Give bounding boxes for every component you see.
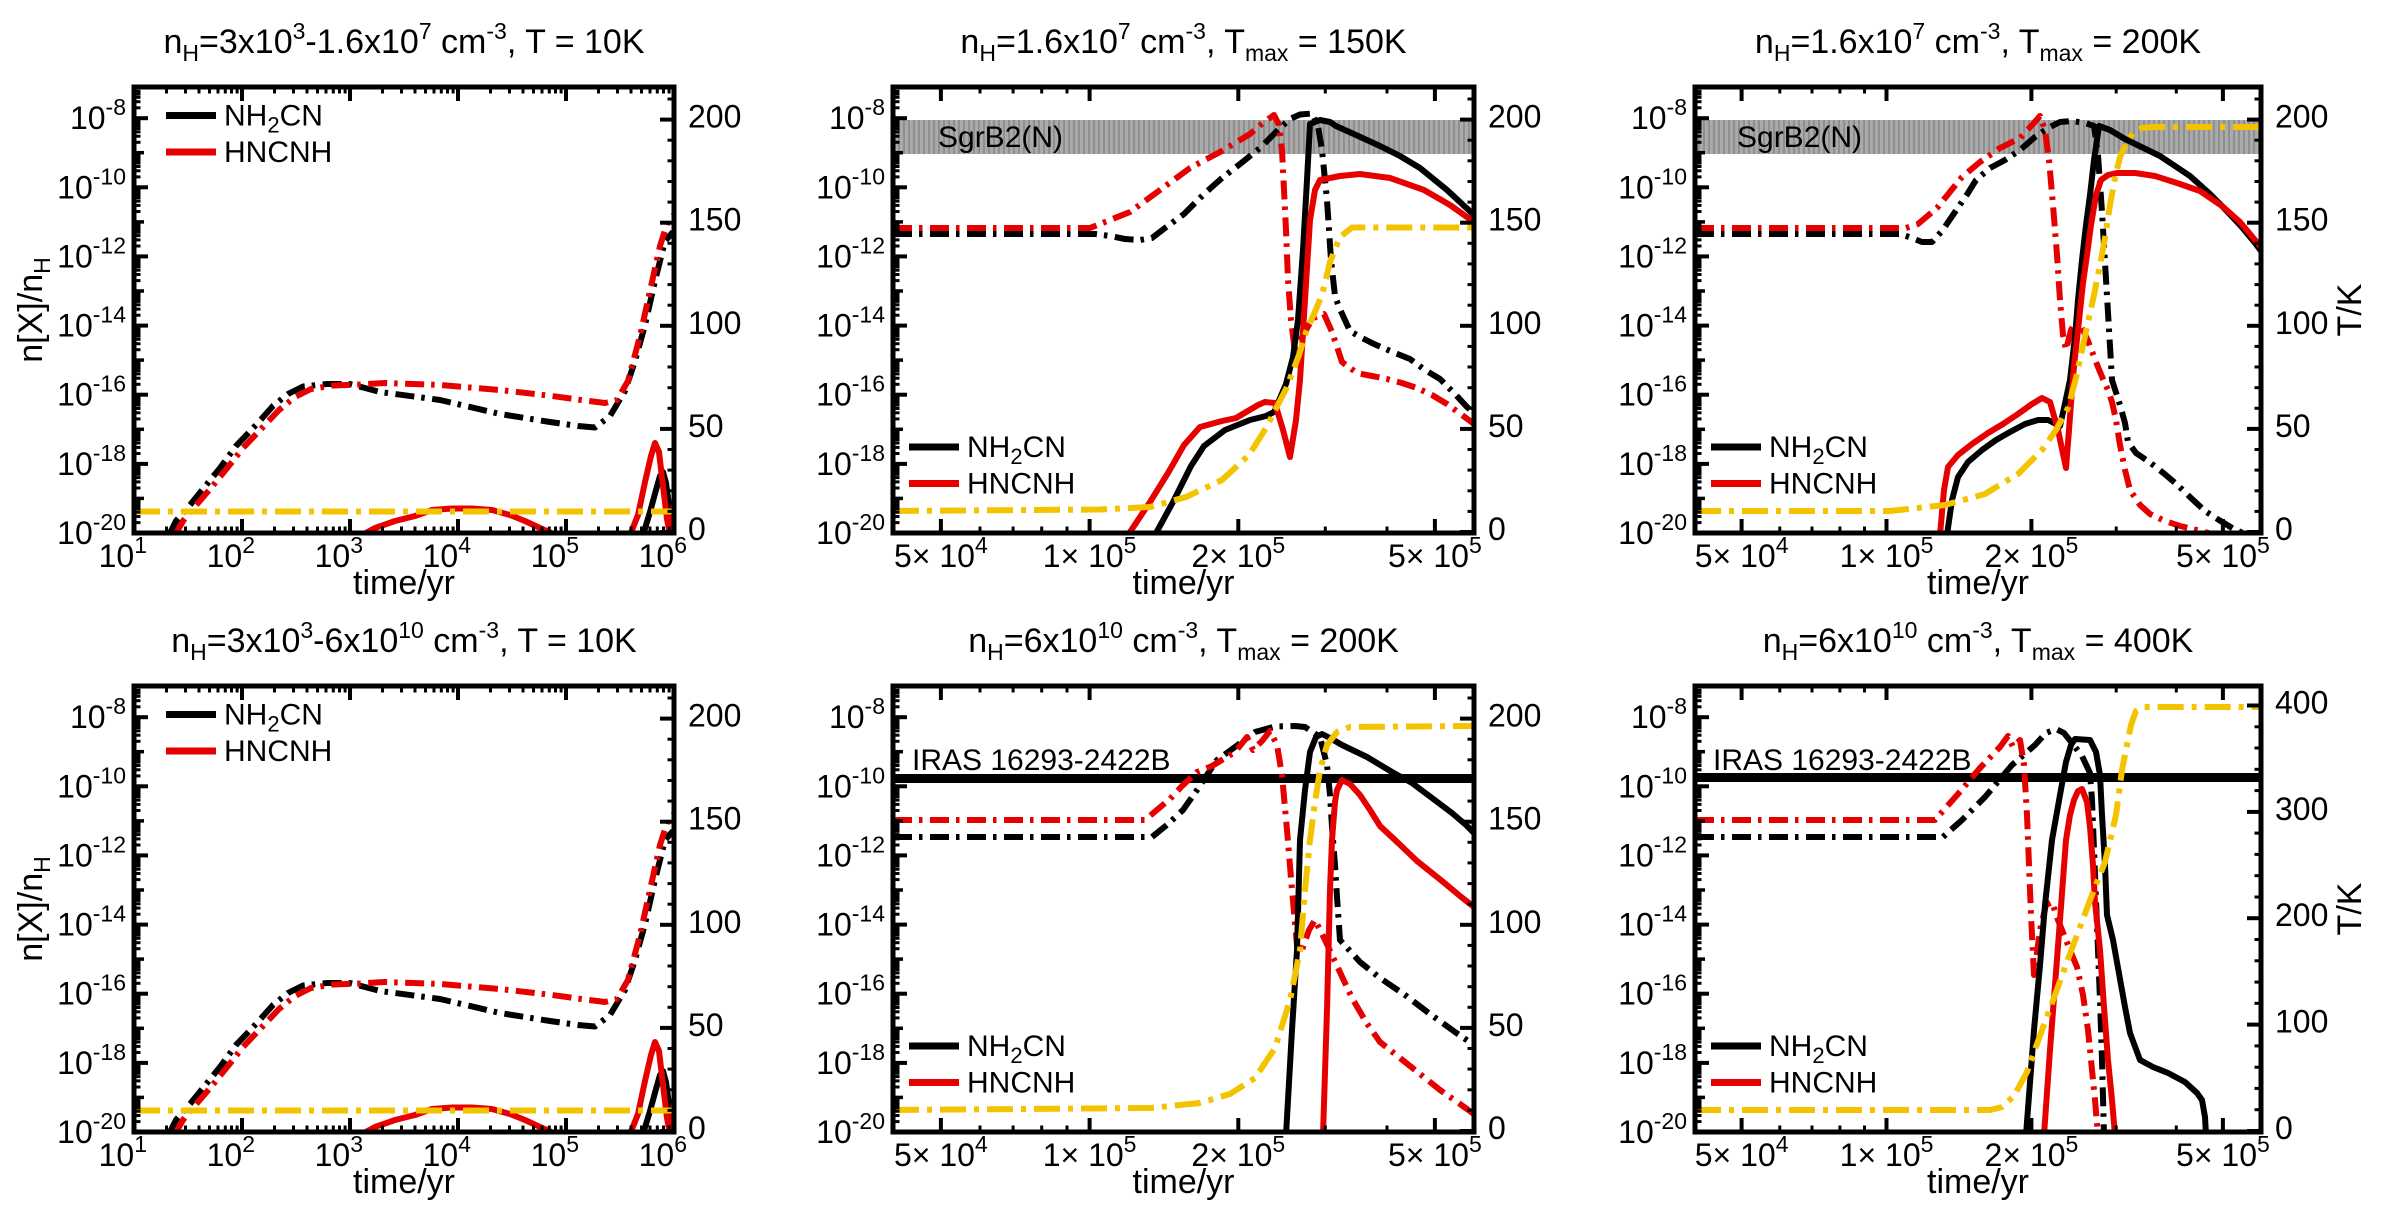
svg-text:5× 105: 5× 105 [2176,532,2270,574]
svg-text:0: 0 [1488,511,1506,547]
svg-text:nH​=1.6x107​ cm-3​, Tmax​ = 15: nH​=1.6x107​ cm-3​, Tmax​ = 150K [960,18,1407,66]
svg-text:n[X]/nH: n[X]/nH [12,856,55,961]
svg-text:nH​=1.6x107​ cm-3​, Tmax​ = 20: nH​=1.6x107​ cm-3​, Tmax​ = 200K [1755,18,2202,66]
svg-text:SgrB2(N): SgrB2(N) [1737,121,1862,154]
svg-text:150: 150 [1488,202,1541,238]
svg-text:1× 105: 1× 105 [1043,1131,1137,1173]
svg-text:5× 104: 5× 104 [894,1131,988,1173]
svg-text:HNCNH: HNCNH [224,136,332,169]
svg-text:5× 104: 5× 104 [1695,532,1789,574]
svg-text:100: 100 [2275,1004,2328,1040]
svg-text:10-12: 10-12 [57,232,126,274]
svg-text:5× 104: 5× 104 [894,532,988,574]
svg-text:0: 0 [2275,1110,2293,1146]
svg-text:2× 105: 2× 105 [1191,532,1285,574]
svg-text:150: 150 [688,202,741,238]
svg-text:time/yr: time/yr [1927,1163,2029,1200]
svg-text:300: 300 [2275,791,2328,827]
svg-text:n[X]/nH: n[X]/nH [12,257,55,362]
svg-text:0: 0 [2275,511,2293,547]
svg-text:150: 150 [688,801,741,837]
svg-text:2× 105: 2× 105 [1985,532,2079,574]
svg-text:200: 200 [1488,698,1541,734]
svg-text:1× 105: 1× 105 [1043,532,1137,574]
svg-text:100: 100 [1488,904,1541,940]
svg-text:2× 105: 2× 105 [1191,1131,1285,1173]
svg-text:HNCNH: HNCNH [1769,1067,1877,1100]
svg-text:10-20: 10-20 [57,509,126,551]
svg-text:T/K: T/K [2331,882,2369,935]
svg-text:50: 50 [1488,1007,1524,1043]
svg-text:NH2CN: NH2CN [224,699,323,737]
svg-text:nH​=3x103​-1.6x107​ cm-3​, T =: nH​=3x103​-1.6x107​ cm-3​, T = 10K [163,18,644,66]
svg-text:HNCNH: HNCNH [967,1067,1075,1100]
svg-text:IRAS 16293-2422B: IRAS 16293-2422B [1713,744,1972,777]
svg-text:time/yr: time/yr [353,564,455,602]
svg-text:2× 105: 2× 105 [1985,1131,2079,1173]
svg-text:0: 0 [688,511,706,547]
svg-text:50: 50 [688,1007,724,1043]
svg-text:1× 105: 1× 105 [1840,532,1934,574]
svg-text:200: 200 [2275,897,2328,933]
svg-text:200: 200 [688,99,741,135]
svg-text:5× 104: 5× 104 [1695,1131,1789,1173]
svg-text:100: 100 [2275,305,2328,341]
svg-text:time/yr: time/yr [353,1163,455,1200]
svg-text:HNCNH: HNCNH [967,468,1075,501]
svg-text:50: 50 [688,408,724,444]
svg-text:100: 100 [688,904,741,940]
svg-text:50: 50 [2275,408,2311,444]
svg-text:5× 105: 5× 105 [1388,532,1482,574]
svg-text:10-20: 10-20 [1618,1108,1687,1150]
svg-text:50: 50 [1488,408,1524,444]
svg-text:200: 200 [2275,99,2328,135]
svg-text:100: 100 [1488,305,1541,341]
svg-text:10-8: 10-8 [829,94,885,136]
svg-text:0: 0 [1488,1110,1506,1146]
svg-text:0: 0 [688,1110,706,1146]
svg-text:HNCNH: HNCNH [1769,468,1877,501]
svg-text:1× 105: 1× 105 [1840,1131,1934,1173]
svg-text:IRAS 16293-2422B: IRAS 16293-2422B [912,744,1171,777]
svg-text:10-10: 10-10 [816,762,885,804]
svg-text:time/yr: time/yr [1927,564,2029,602]
svg-text:150: 150 [2275,202,2328,238]
svg-text:5× 105: 5× 105 [1388,1131,1482,1173]
svg-text:200: 200 [688,698,741,734]
svg-text:150: 150 [1488,801,1541,837]
svg-text:10-14: 10-14 [1618,901,1687,943]
svg-text:100: 100 [688,305,741,341]
svg-text:200: 200 [1488,99,1541,135]
svg-text:101: 101 [99,1131,147,1173]
svg-text:T/K: T/K [2331,283,2369,336]
svg-text:102: 102 [207,1131,255,1173]
svg-text:5× 105: 5× 105 [2176,1131,2270,1173]
svg-text:10-10: 10-10 [1618,163,1687,205]
svg-text:SgrB2(N): SgrB2(N) [938,121,1063,154]
svg-text:time/yr: time/yr [1133,1163,1235,1200]
svg-text:time/yr: time/yr [1133,564,1235,602]
svg-text:HNCNH: HNCNH [224,735,332,768]
svg-text:400: 400 [2275,684,2328,720]
